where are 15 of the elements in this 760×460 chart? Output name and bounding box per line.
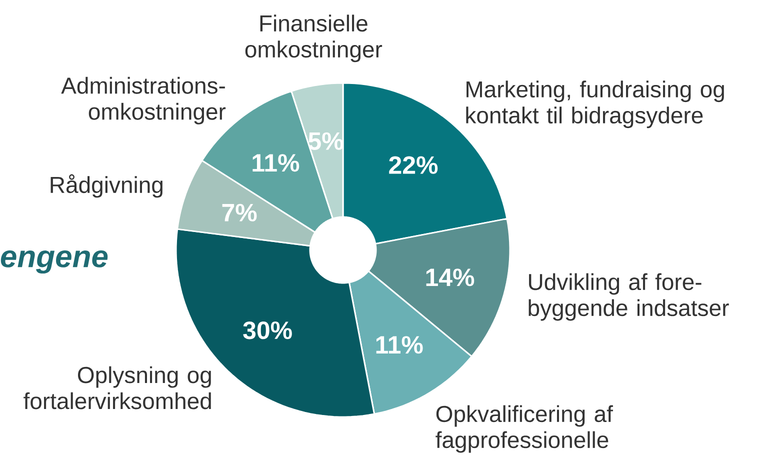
slice-label: Oplysning og fortalervirksomhed [24, 366, 211, 410]
slice-label: Finansielle omkostninger [245, 14, 382, 62]
slice-label: Opkvalificering af fagprofessionelle [436, 405, 614, 453]
data-label: 5% [308, 132, 344, 150]
data-label: 11% [376, 336, 423, 354]
data-label: 30% [243, 321, 292, 340]
slice-label: Marketing, fundraising og kontakt til bidragsydere [466, 80, 724, 128]
text: engene [0, 250, 108, 274]
slice-label: Rådgivning [50, 174, 162, 198]
data-label: 22% [389, 156, 438, 174]
data-label: 11% [252, 154, 300, 172]
data-label: 7% [222, 204, 257, 222]
data-label: 14% [426, 268, 474, 286]
slice-label: Udvikling af fore-byggende indsatser [528, 273, 729, 321]
slice-label: Administrations-omkostninger [61, 76, 226, 124]
